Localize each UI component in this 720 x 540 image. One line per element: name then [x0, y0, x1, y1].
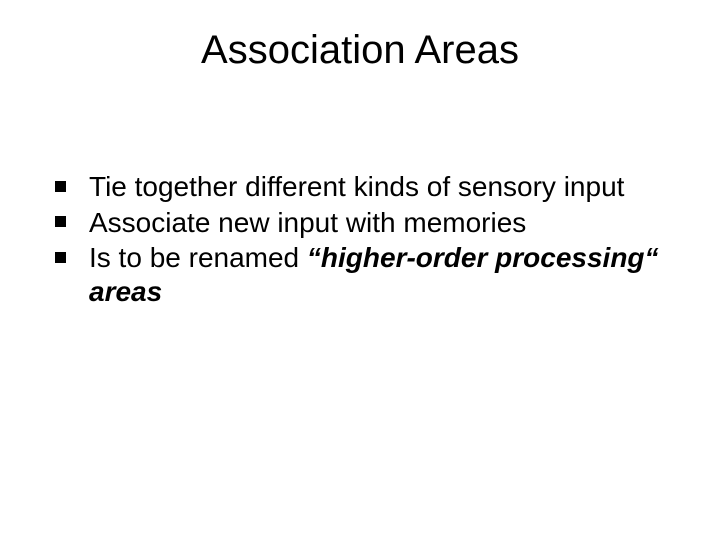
square-bullet-icon	[55, 252, 66, 263]
square-bullet-icon	[55, 216, 66, 227]
list-item: Associate new input with memories	[55, 206, 660, 240]
slide-title: Association Areas	[0, 28, 720, 73]
bullet-list: Tie together different kinds of sensory …	[55, 170, 660, 308]
square-bullet-icon	[55, 181, 66, 192]
bullet-text: Tie together different kinds of sensory …	[89, 171, 624, 202]
list-item: Is to be renamed “higher-order processin…	[55, 241, 660, 308]
list-item: Tie together different kinds of sensory …	[55, 170, 660, 204]
bullet-text: Associate new input with memories	[89, 207, 526, 238]
slide: Association Areas Tie together different…	[0, 0, 720, 540]
bullet-text-prefix: Is to be renamed	[89, 242, 307, 273]
bullet-text-emph: “higher-order processing“	[307, 242, 659, 273]
bullet-text-suffix: areas	[89, 276, 162, 307]
slide-body: Tie together different kinds of sensory …	[55, 170, 660, 310]
